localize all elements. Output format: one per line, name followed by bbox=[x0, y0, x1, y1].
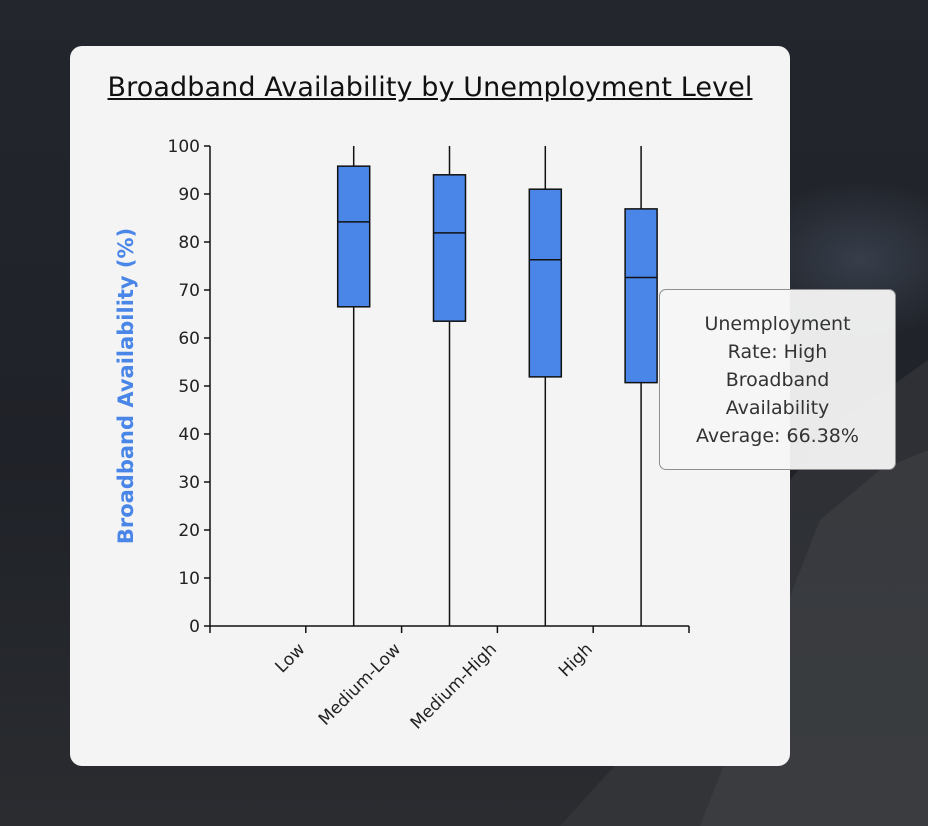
box-medium-high bbox=[528, 188, 563, 378]
y-tick-label-10: 10 bbox=[178, 569, 200, 589]
box-medium-low bbox=[432, 174, 467, 322]
y-tick-label-40: 40 bbox=[178, 425, 200, 445]
box-low bbox=[336, 165, 371, 308]
y-tick-label-60: 60 bbox=[178, 329, 200, 349]
x-tick-label-low: Low bbox=[272, 639, 310, 677]
box-plot: 0 10 20 30 40 50 60 70 80 90 100 Broadband Availabi… bbox=[114, 137, 690, 734]
y-tick-label-70: 70 bbox=[178, 281, 200, 301]
y-tick-label-90: 90 bbox=[178, 185, 200, 205]
y-tick-label-100: 100 bbox=[168, 137, 200, 157]
y-tick-label-20: 20 bbox=[178, 521, 200, 541]
x-tick-label-medium-high: Medium-High bbox=[407, 639, 501, 733]
y-tick-label-50: 50 bbox=[178, 377, 200, 397]
y-tick-label-30: 30 bbox=[178, 473, 200, 493]
hover-tooltip: Unemployment Rate: High Broadband Availa… bbox=[659, 289, 896, 470]
y-axis-label: Broadband Availability (%) bbox=[114, 228, 138, 544]
x-tick-label-medium-low: Medium-Low bbox=[315, 639, 405, 729]
tooltip-text: Unemployment Rate: High Broadband Availa… bbox=[696, 312, 859, 447]
box-high bbox=[624, 208, 658, 384]
chart-title: Broadband Availability by Unemployment L… bbox=[107, 72, 753, 103]
y-tick-label-80: 80 bbox=[178, 233, 200, 253]
x-tick-label-high: High bbox=[555, 639, 597, 681]
chart-card: Broadband Availability by Unemployment L… bbox=[70, 46, 790, 766]
y-tick-label-0: 0 bbox=[189, 617, 200, 637]
